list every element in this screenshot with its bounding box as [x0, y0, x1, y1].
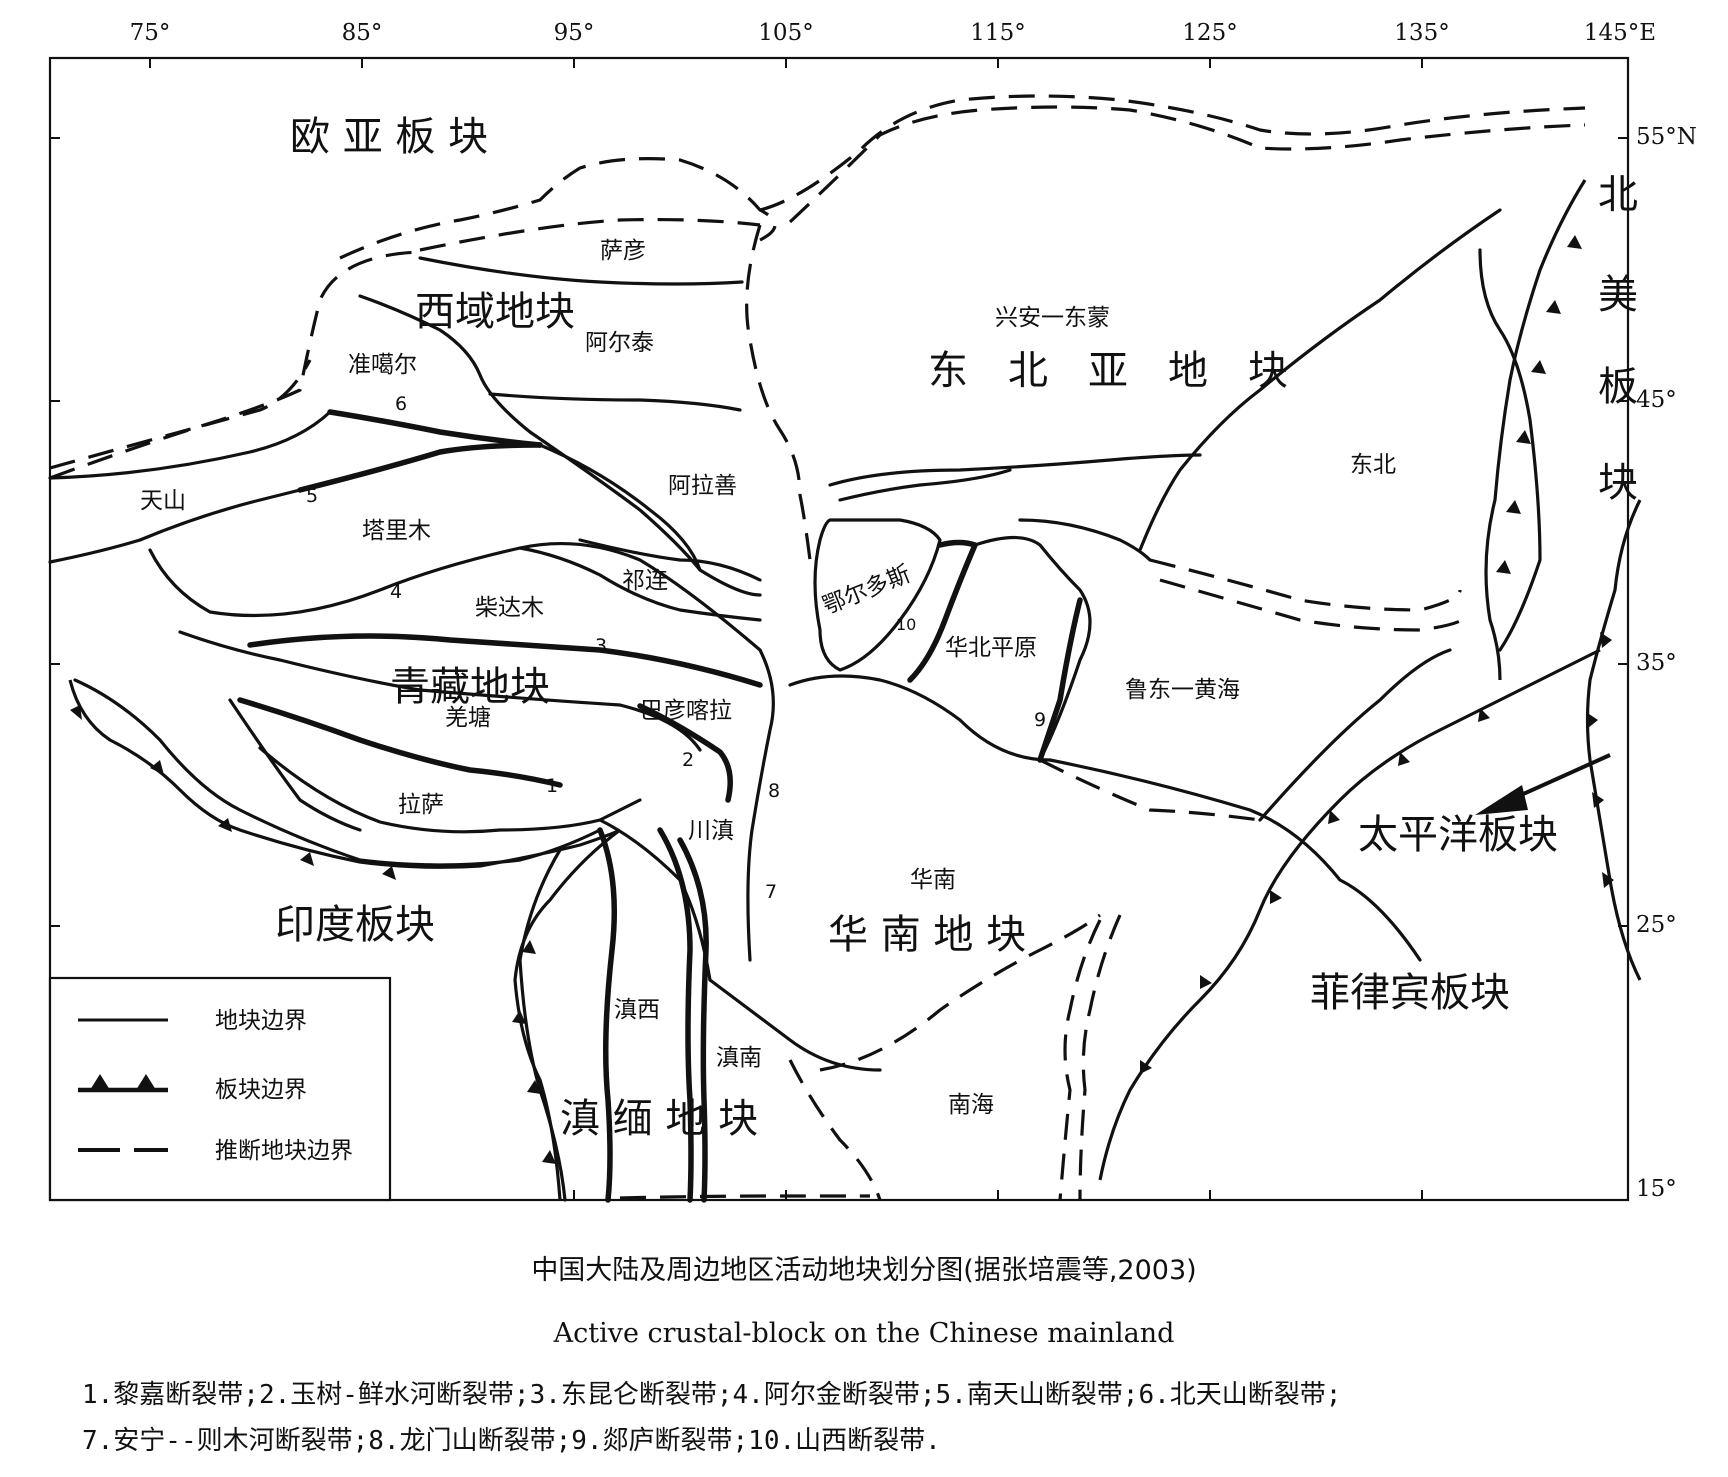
northeast-asia-block-label: 东 北 亚 地 块: [928, 348, 1288, 394]
map-frame: [48, 56, 1630, 1202]
legend-block-boundary: 地块边界: [215, 1008, 307, 1034]
lhasa-label: 拉萨: [398, 792, 444, 818]
lon-label-75: 75°: [130, 20, 171, 46]
caption-chinese: 中国大陆及周边地区活动地块划分图(据张培震等,2003): [531, 1255, 1197, 1286]
fault-number-4: 4: [390, 581, 402, 603]
fault-number-1: 1: [546, 775, 558, 797]
xingan-label: 兴安一东蒙: [995, 305, 1110, 331]
lon-label-125: 125°: [1182, 20, 1237, 46]
indian-plate-label: 印度板块: [275, 902, 435, 948]
bayankala-label: 巴彦喀拉: [640, 698, 732, 724]
fault-legend-line-1: 1.黎嘉断裂带;2.玉树-鲜水河断裂带;3.东昆仑断裂带;4.阿尔金断裂带;5.…: [82, 1380, 1342, 1410]
lon-label-135: 135°: [1394, 20, 1449, 46]
legend-inferred-boundary: 推断地块边界: [215, 1138, 353, 1164]
pacific-plate-label: 太平洋板块: [1358, 812, 1558, 858]
north-american-plate-char-2: 美: [1598, 272, 1638, 318]
lat-label-25: 25°: [1636, 912, 1677, 938]
fault-number-8: 8: [768, 780, 780, 802]
alxa-label: 阿拉善: [668, 473, 737, 499]
north-china-plain-label: 华北平原: [945, 635, 1037, 661]
dongbei-label: 东北: [1350, 452, 1396, 478]
philippine-plate-label: 菲律宾板块: [1310, 970, 1510, 1016]
lon-label-85: 85°: [342, 20, 383, 46]
fault-legend-line-2: 7.安宁--则木河断裂带;8.龙门山断裂带;9.郯庐断裂带;10.山西断裂带.: [82, 1426, 941, 1456]
lat-label-35: 35°: [1636, 650, 1677, 676]
fault-number-6: 6: [395, 393, 407, 415]
diannmian-block-label: 滇 缅 地 块: [560, 1096, 758, 1142]
sayan-label: 萨彦: [600, 238, 646, 264]
legend-plate-boundary: 板块边界: [215, 1077, 307, 1103]
north-american-plate-char-1: 北: [1598, 172, 1638, 218]
south-china-block-label: 华 南 地 块: [828, 912, 1026, 958]
lon-label-95: 95°: [554, 20, 595, 46]
lat-label-15: 15°: [1636, 1176, 1677, 1202]
eurasian-plate-label: 欧 亚 板 块: [290, 114, 488, 160]
ordos-label: 鄂尔多斯: [819, 561, 914, 620]
south-china-sea-label: 南海: [948, 1092, 994, 1118]
diannan-label: 滇南: [716, 1045, 762, 1071]
fault-number-9: 9: [1034, 709, 1046, 731]
qiangtang-label: 羌塘: [445, 705, 491, 731]
dianxi-label: 滇西: [614, 997, 660, 1023]
caption-english: Active crustal-block on the Chinese main…: [553, 1318, 1175, 1349]
lat-label-55: 55°N: [1636, 124, 1697, 150]
chuandian-label: 川滇: [688, 818, 734, 844]
legend-swatch-plate: [78, 1074, 168, 1093]
lat-label-45: 45°: [1636, 387, 1677, 413]
block-boundaries: [48, 208, 1542, 1203]
fault-number-5: 5: [306, 485, 318, 507]
tarim-label: 塔里木: [362, 518, 431, 544]
lon-label-145: 145°E: [1584, 20, 1656, 46]
fault-number-2: 2: [682, 749, 694, 771]
tianshan-label: 天山: [140, 488, 186, 514]
qingzang-block-label: 青藏地块: [390, 664, 550, 710]
altai-label: 阿尔泰: [585, 330, 654, 356]
lon-label-115: 115°: [970, 20, 1025, 46]
legend: 地块边界 板块边界 推断地块边界: [48, 976, 392, 1202]
north-american-plate-char-4: 块: [1598, 460, 1638, 506]
inferred-boundaries: [49, 94, 1586, 1201]
pacific-motion-arrow: [1475, 753, 1611, 815]
qilian-label: 祁连: [622, 568, 668, 594]
fault-number-10: 10: [896, 615, 916, 634]
fault-number-3: 3: [595, 635, 607, 657]
north-american-plate-char-3: 板: [1598, 364, 1638, 410]
junggar-label: 准噶尔: [348, 352, 417, 378]
xiyu-block-label: 西域地块: [415, 289, 575, 335]
qaidam-label: 柴达木: [475, 595, 544, 621]
huanan-label: 华南: [910, 867, 956, 893]
lon-label-105: 105°: [758, 20, 813, 46]
ludong-yellow-sea-label: 鲁东一黄海: [1125, 677, 1240, 703]
active-block-map: 75° 85° 95° 105° 115° 125° 135° 145°E 55…: [48, 20, 1697, 1203]
plate-boundaries: [68, 179, 1642, 1201]
fault-number-7: 7: [765, 881, 777, 903]
